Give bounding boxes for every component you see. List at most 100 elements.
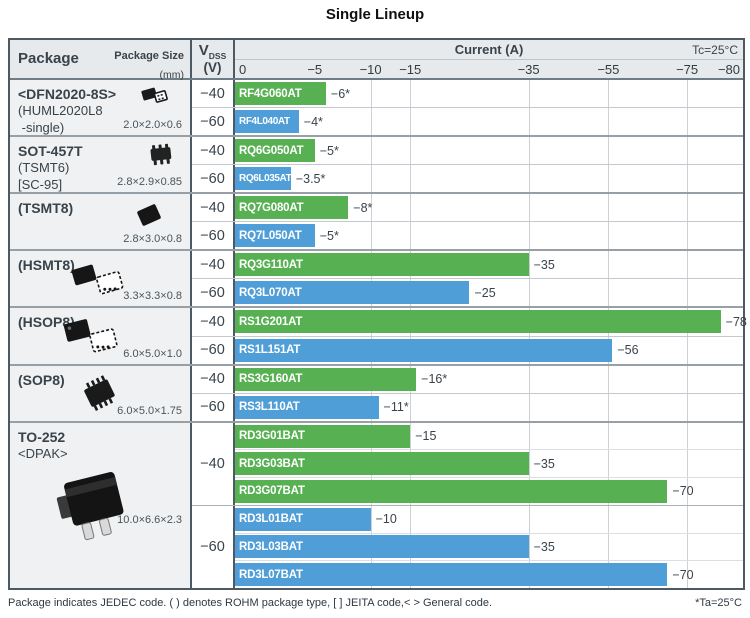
axis-gridline	[608, 108, 610, 136]
axis-gridline	[687, 505, 689, 588]
vdss-value-cell: −40	[192, 194, 235, 222]
package-name-line: (TSMT8)	[18, 200, 74, 217]
axis-gridline	[410, 137, 412, 165]
axis-gridline	[528, 393, 530, 421]
axis-gridline	[608, 422, 610, 505]
vdss-value-cell: −60	[192, 279, 235, 307]
package-name-line: (HSMT8)	[18, 257, 75, 274]
axis-tick: −15	[399, 62, 422, 78]
vdss-value-cell: −60	[192, 336, 235, 364]
plot-cell: RQ7G080AT −8*	[235, 194, 743, 222]
axis-gridline	[608, 251, 610, 279]
vdss-value-cell: −40	[192, 251, 235, 279]
plot-cell: RD3G01BAT −15 RD3G03BAT −35 RD3G07BAT −70	[235, 422, 743, 505]
bar-row: RD3G01BAT −15	[235, 423, 743, 450]
axis-tick: −10	[359, 62, 382, 78]
bar-row: RD3G03BAT −35	[235, 449, 743, 477]
current-value-label: −78	[725, 314, 747, 329]
axis-gridline	[410, 393, 412, 421]
current-bar: RQ7L050AT	[235, 224, 315, 248]
vdss-row: −40 RS3G160AT −16*	[192, 365, 743, 393]
part-number-label: RQ6L035AT	[239, 173, 292, 185]
axis-gridline	[370, 165, 372, 193]
current-value-label: −11*	[383, 400, 409, 415]
bar-row: RD3L03BAT −35	[235, 532, 743, 561]
axis-gridline	[410, 222, 412, 250]
axis-gridline	[687, 165, 689, 193]
axis-gridline	[687, 222, 689, 250]
axis-tick: −55	[597, 62, 620, 78]
vdss-value-cell: −40	[192, 422, 235, 505]
axis-gridline	[687, 279, 689, 307]
package-cell: TO-252 <DPAK> 10.0×6.6×2.3	[10, 422, 192, 588]
axis-gridline	[528, 505, 530, 588]
header-vdss-cell: VDSS (V)	[192, 40, 235, 78]
current-bar: RS3G160AT	[235, 367, 417, 391]
axis-gridline	[608, 279, 610, 307]
current-bar: RD3G01BAT	[235, 424, 411, 448]
current-bar: RD3L03BAT	[235, 535, 529, 559]
part-number-label: RF4G060AT	[239, 87, 302, 100]
vdss-value-cell: −60	[192, 505, 235, 588]
axis-gridline	[528, 80, 530, 108]
axis-tick: −75	[676, 62, 699, 78]
current-value-label: −15	[415, 429, 437, 444]
vdss-value-cell: −40	[192, 365, 235, 393]
vdss-row: −60 RF4L040AT −4*	[192, 107, 743, 136]
axis-gridline	[528, 165, 530, 193]
current-bar: RF4G060AT	[235, 82, 326, 106]
package-size-label: 6.0×5.0×1.75	[117, 404, 182, 417]
current-value-label: −4*	[303, 114, 323, 129]
current-bar: RQ6L035AT	[235, 167, 292, 191]
bar-row: RS1L151AT −56	[235, 337, 743, 364]
package-size-label: 2.0×2.0×0.6	[123, 119, 182, 132]
current-bar: RS1G201AT	[235, 310, 721, 334]
axis-gridline	[608, 194, 610, 222]
axis-gridline	[608, 165, 610, 193]
header-package-label: Package	[18, 50, 79, 67]
package-name-line: -single)	[18, 120, 65, 136]
vdss-row: −60 RS1L151AT −56	[192, 335, 743, 364]
axis-gridline	[687, 365, 689, 393]
axis-gridline	[687, 80, 689, 108]
package-size-label: 3.3×3.3×0.8	[123, 290, 182, 303]
package-name-line: (HUML2020L8	[18, 103, 103, 119]
axis-gridline	[528, 108, 530, 136]
current-value-label: −35	[533, 257, 555, 272]
plot-cell: RD3L01BAT −10 RD3L03BAT −35 RD3L07BAT −70	[235, 505, 743, 588]
part-number-label: RS3G160AT	[239, 373, 303, 386]
package-name-line: <DFN2020-8S>	[18, 86, 117, 102]
group-rows: −40 RQ3G110AT −35 −60 RQ3L070AT −25	[192, 251, 743, 307]
vdss-value-cell: −40	[192, 137, 235, 165]
plot-cell: RS3G160AT −16*	[235, 365, 743, 393]
vdss-row: −40 RQ7G080AT −8*	[192, 194, 743, 222]
vdss-value-cell: −60	[192, 165, 235, 193]
current-value-label: −35	[533, 456, 555, 471]
part-number-label: RS3L110AT	[239, 401, 300, 414]
current-value-label: −56	[617, 343, 639, 358]
bar-row: RS3G160AT −16*	[235, 366, 743, 393]
current-bar: RQ3L070AT	[235, 281, 470, 305]
axis-gridline	[687, 422, 689, 505]
current-bar: RF4L040AT	[235, 110, 299, 134]
group-rows: −40 RD3G01BAT −15 RD3G03BAT −35 RD3G07BAT −70−…	[192, 422, 743, 588]
current-bar: RQ7G080AT	[235, 196, 349, 220]
vdss-row: −60 RS3L110AT −11*	[192, 392, 743, 421]
axis-gridline	[410, 108, 412, 136]
axis-gridline	[687, 251, 689, 279]
package-cell: (HSMT8) 3.3×3.3×0.8	[10, 251, 192, 307]
footer-note: Package indicates JEDEC code. ( ) denote…	[8, 597, 493, 609]
vdss-value-cell: −40	[192, 308, 235, 336]
header-package-size-label: Package Size (mm)	[114, 50, 184, 82]
footer-condition: *Ta=25°C	[695, 597, 742, 609]
package-group: <DFN2020-8S> (HUML2020L8 -single) 2.0×2.0×…	[10, 80, 743, 136]
group-rows: −40 RQ7G080AT −8* −60 RQ7L050AT −5*	[192, 194, 743, 250]
current-bar: RQ3G110AT	[235, 253, 529, 277]
package-name-line: (SOP8)	[18, 371, 65, 388]
part-number-label: RD3L01BAT	[239, 513, 303, 526]
axis-gridline	[687, 108, 689, 136]
package-icon-dfn2020	[140, 83, 174, 109]
bar-row: RD3L07BAT −70	[235, 560, 743, 588]
vdss-row: −60 RQ7L050AT −5*	[192, 221, 743, 250]
package-cell: (SOP8) 6.0×5.0×1.75	[10, 365, 192, 421]
